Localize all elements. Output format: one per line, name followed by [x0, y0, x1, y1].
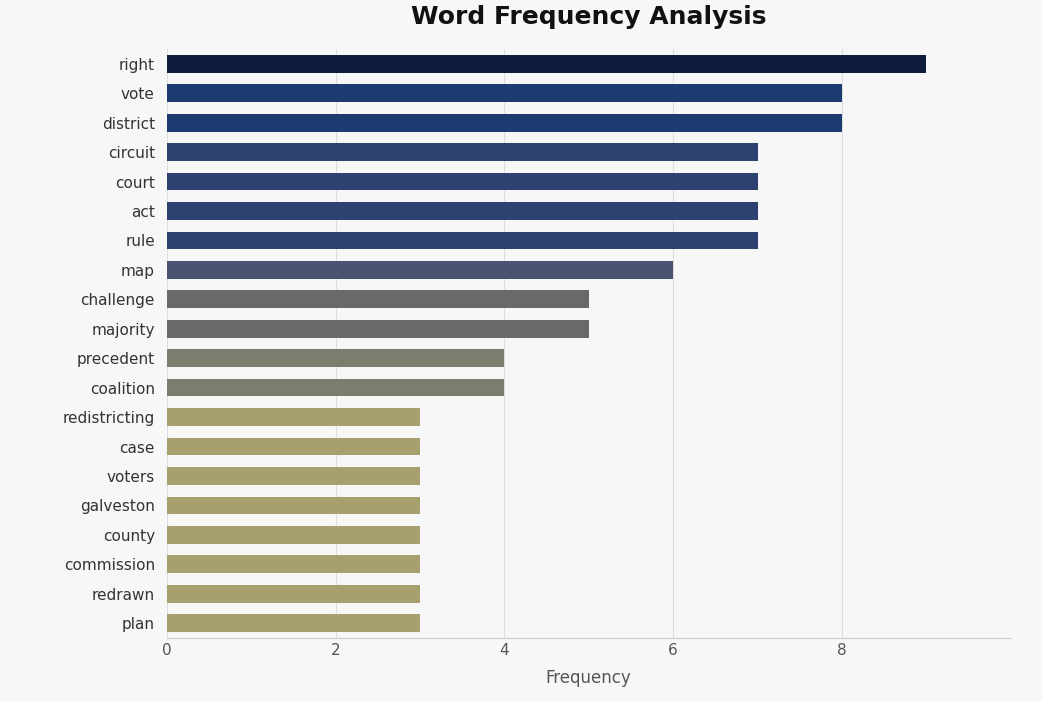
Bar [167, 408, 420, 426]
Bar [167, 379, 504, 397]
Bar [167, 84, 842, 102]
Bar [167, 290, 589, 308]
Bar [167, 172, 758, 191]
Bar [167, 467, 420, 485]
Title: Word Frequency Analysis: Word Frequency Analysis [411, 5, 767, 29]
Bar [167, 526, 420, 544]
Bar [167, 614, 420, 632]
Bar [167, 261, 673, 279]
Bar [167, 114, 842, 132]
Bar [167, 55, 926, 73]
X-axis label: Frequency: Frequency [546, 669, 631, 687]
Bar [167, 320, 589, 338]
Bar [167, 496, 420, 515]
Bar [167, 555, 420, 573]
Bar [167, 202, 758, 220]
Bar [167, 585, 420, 603]
Bar [167, 143, 758, 161]
Bar [167, 231, 758, 250]
Bar [167, 349, 504, 367]
Bar [167, 437, 420, 456]
